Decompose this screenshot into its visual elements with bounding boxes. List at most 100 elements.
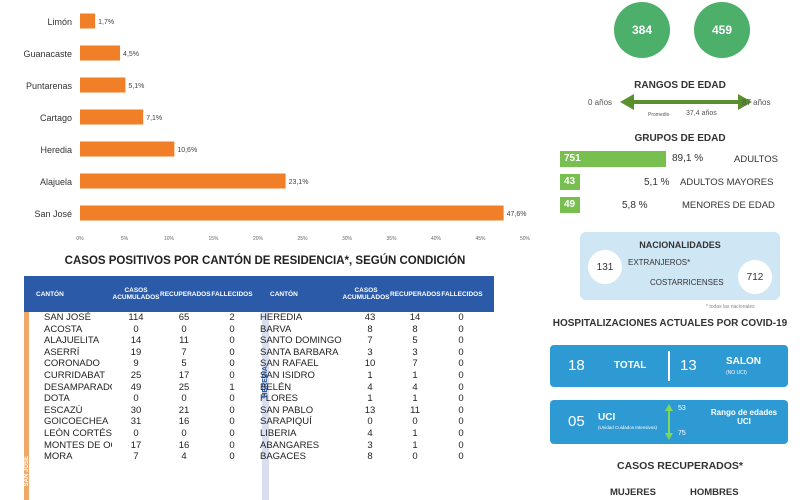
data-label: 4,5% [123,51,139,58]
recovered-cell: 4 [412,381,418,393]
category-label: Cartago [40,113,72,123]
header-recovered-2: RECUPERADOS [390,290,441,298]
local-count: 712 [738,260,772,294]
cases-cell: 9 [133,358,139,370]
recovered-cell: 7 [181,346,187,358]
recovered-cell: 0 [412,416,418,428]
x-tick-label: 5% [121,236,129,242]
deaths-cell: 0 [229,427,235,439]
cases-cell: 7 [133,451,139,463]
data-label: 1,7% [98,19,114,26]
row-indent [24,382,36,394]
cases-cell: 17 [130,439,142,451]
canton-name: BELÉN [260,381,292,393]
row-indent [24,428,36,440]
group-seniors-pct: 5,1 % [644,177,670,188]
deaths-cell: 0 [458,393,464,405]
hospital-total-count: 18 [568,357,585,374]
cases-cell: 8 [367,451,373,463]
deaths-cell: 1 [229,381,235,393]
cases-cell: 1 [367,369,373,381]
x-tick-label: 35% [386,236,397,242]
canton-name: GOICOECHEA [44,416,109,428]
row-indent [24,416,36,428]
group-seniors-label: ADULTOS MAYORES [680,177,774,188]
bar [80,205,504,221]
bar [80,173,286,189]
data-label: 47,6% [507,211,527,218]
nationalities-note: * todas las nacionales [706,304,755,310]
table-row: CORONADO 9 5 0 SAN RAFAEL 10 7 0 [24,358,494,370]
canton-name: ACOSTA [44,323,83,335]
group-seniors-count: 43 [560,174,580,190]
hospital-salon-label: SALON [726,356,761,367]
category-label: Puntarenas [26,81,73,91]
deaths-cell: 0 [458,404,464,416]
x-tick-label: 25% [297,236,308,242]
recovered-cell: 1 [412,427,418,439]
canton-name: LIBERIA [260,427,297,439]
group-minors-pct: 5,8 % [622,200,648,211]
canton-name: SAN PABLO [260,404,314,416]
data-label: 7,1% [146,115,162,122]
hospital-total-label: TOTAL [614,360,647,371]
canton-name: DESAMPARADOS [44,381,112,393]
deaths-cell: 0 [229,416,235,428]
table-row: DOTA 0 0 0 FLORES 1 1 0 [24,393,494,405]
cases-cell: 25 [130,369,142,381]
row-indent [24,451,36,463]
deaths-cell: 0 [229,323,235,335]
uci-age-max: 75 [678,430,686,437]
bar [80,13,96,29]
hospital-salon-sub: (NO UCI) [726,370,747,376]
age-average-label: Promedio [648,112,670,118]
age-min: 0 años [588,98,613,107]
table-row: SAN JOSÉ 114 65 2 HEREDIA 43 14 0 [24,312,494,324]
canton-name: ABANGARES [260,439,320,451]
recovered-cell: 0 [181,393,187,405]
recovered-cell: 1 [412,393,418,405]
recovered-cell: 25 [178,381,190,393]
row-indent [24,440,36,452]
group-minors-count: 49 [560,197,580,213]
canton-name: SANTO DOMINGO [260,335,342,347]
deaths-cell: 2 [229,312,235,323]
canton-name: CORONADO [44,358,100,370]
recovered-cell: 21 [178,404,190,416]
data-label: 23,1% [289,179,309,186]
cases-cell: 8 [367,323,373,335]
bar [80,141,175,157]
stat-circle-right: 459 [694,2,750,58]
cases-table: CANTÓN CASOS ACUMULADOS RECUPERADOS FALL… [24,276,494,500]
recovered-women: MUJERES [610,487,656,498]
row-indent [24,370,36,382]
cases-cell: 31 [130,416,142,428]
canton-name: SARAPIQUÍ [260,416,312,428]
age-max: 87 años [742,98,771,107]
bar [80,45,121,61]
table-row: ESCAZÚ 30 21 0 SAN PABLO 13 11 0 [24,405,494,417]
canton-name: LEÓN CORTÉS [44,427,112,439]
uci-label: UCI [598,412,616,423]
x-tick-label: 40% [431,236,442,242]
recovered-cell: 4 [181,451,187,463]
cases-cell: 0 [133,427,139,439]
deaths-cell: 0 [458,323,464,335]
cases-cell: 1 [367,393,373,405]
table-row: DESAMPARADOS 49 25 1 BELÉN 4 4 0 [24,382,494,394]
group-adults-count: 751 [560,151,666,167]
recovered-cell: 7 [412,358,418,370]
recovered-cell: 17 [178,369,190,381]
row-indent [24,324,36,336]
table-row: MONTES DE OCA 17 16 0 ABANGARES 3 1 0 [24,440,494,452]
row-indent [24,347,36,359]
recovered-cell: 0 [181,323,187,335]
group-adults-label: ADULTOS [734,154,778,165]
bar [80,109,144,125]
table-row: LEÓN CORTÉS 0 0 0 LIBERIA 4 1 0 [24,428,494,440]
local-label: COSTARRICENSES [650,278,724,287]
nationalities-title: NACIONALIDADES [639,240,721,250]
canton-name: SAN RAFAEL [260,358,319,370]
table-title: CASOS POSITIVOS POR CANTÓN DE RESIDENCIA… [64,255,466,267]
recovered-cell: 11 [179,335,189,347]
